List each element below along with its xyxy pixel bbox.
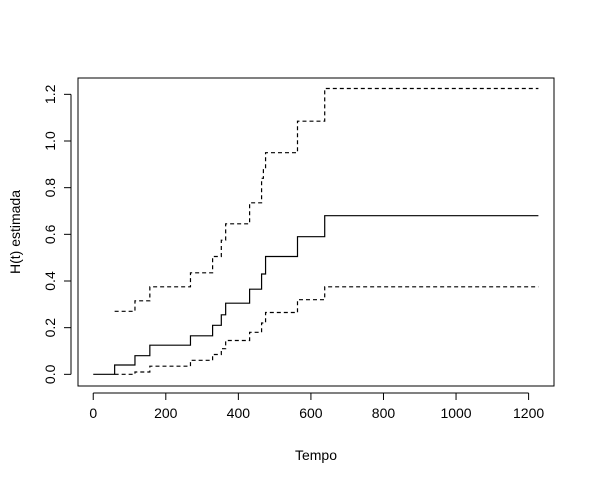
x-tick-label: 0: [89, 405, 97, 421]
y-tick-label: 0.2: [42, 318, 58, 338]
x-tick-label: 1000: [440, 405, 471, 421]
y-tick-label: 0.6: [42, 224, 58, 244]
series-1-line: [93, 215, 539, 375]
y-axis-label: H(t) estimada: [7, 190, 23, 274]
y-tick-label: 0.4: [42, 271, 58, 291]
y-axis: 0.0 0.2 0.4 0.6 0.8 1.0 1.2: [42, 84, 72, 384]
x-tick-label: 1200: [513, 405, 544, 421]
x-tick-label: 200: [154, 405, 178, 421]
plot-frame: [77, 77, 555, 387]
x-axis: 0 200 400 600 800 1000 1200: [89, 392, 544, 421]
x-axis-label: Tempo: [295, 447, 337, 463]
y-tick-label: 1.0: [42, 131, 58, 151]
y-tick-label: 0.8: [42, 178, 58, 198]
series-2-line: [114, 87, 539, 312]
series-layer: [93, 87, 539, 375]
series-3-line: [114, 286, 539, 375]
y-tick-label: 0.0: [42, 364, 58, 384]
x-tick-label: 400: [227, 405, 251, 421]
x-tick-label: 600: [299, 405, 323, 421]
y-tick-label: 1.2: [42, 84, 58, 104]
x-tick-label: 800: [372, 405, 396, 421]
